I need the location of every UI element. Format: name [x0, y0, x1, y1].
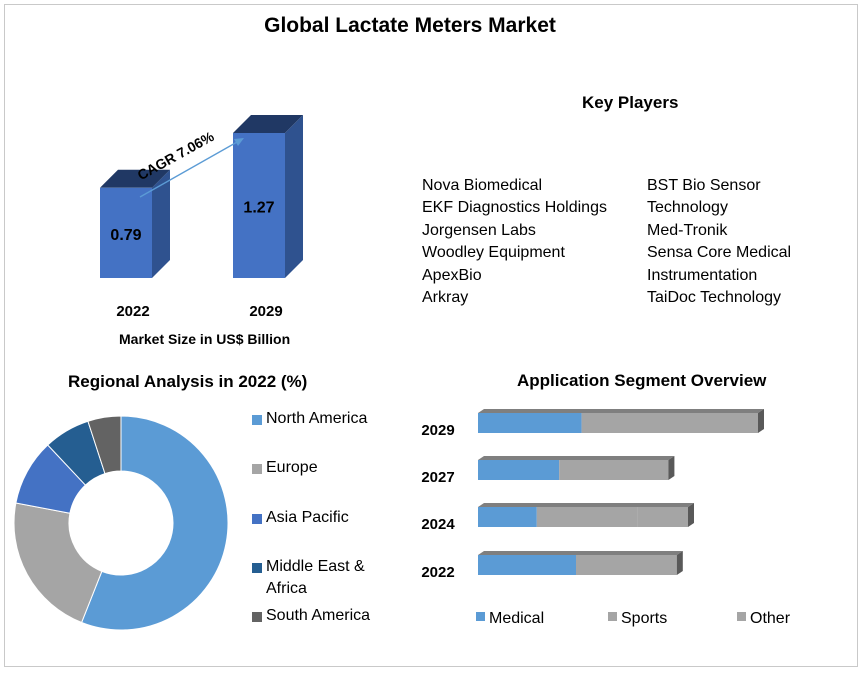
legend-label-sports: Sports [621, 610, 667, 627]
bar-side-face [758, 409, 764, 433]
legend-label: Middle East & Africa [266, 556, 365, 600]
key-player: Instrumentation [647, 266, 758, 284]
key-player: ApexBio [422, 266, 482, 284]
legend-label-line: Asia Pacific [266, 509, 349, 526]
stacked-bar-medical-2027 [478, 460, 560, 480]
legend-label-line: Africa [266, 580, 307, 597]
legend-swatch [252, 612, 262, 622]
application-chart-title: Application Segment Overview [517, 371, 767, 390]
legend-label: North America [266, 408, 367, 430]
bar-top-2022 [100, 169, 170, 188]
key-player: Arkray [422, 289, 469, 307]
legend-swatch-sports [608, 612, 617, 621]
bar-side-face [676, 551, 683, 575]
bar-top-2029 [233, 115, 303, 134]
legend-label: Europe [266, 457, 318, 479]
bar-2029 [233, 133, 285, 278]
market-size-caption: Market Size in US$ Billion [119, 331, 291, 347]
cagr-annotation: CAGR 7.06% [135, 128, 217, 183]
stacked-bar-sports-2027 [559, 460, 669, 480]
legend-label-line: Europe [266, 459, 318, 476]
y-tick-label: 2024 [421, 516, 455, 533]
bar-top-face [478, 503, 694, 507]
legend-label-other: Other [750, 610, 791, 627]
key-players-column-1: Nova Biomedical EKF Diagnostics Holdings… [422, 175, 607, 309]
y-tick-label: 2027 [421, 469, 454, 486]
bar-side-face [668, 456, 675, 480]
bar-side-2022 [152, 169, 170, 278]
key-player: Nova Biomedical [422, 177, 543, 194]
cagr-arrow-line [139, 140, 239, 198]
key-player: Jorgensen Labs [422, 221, 536, 239]
key-player: BST Bio Sensor [647, 177, 761, 194]
legend-label-medical: Medical [489, 610, 544, 627]
legend-swatch [252, 563, 262, 573]
bar-side-face [688, 503, 694, 527]
legend-label: South America [266, 605, 370, 627]
stacked-bar-medical-2029 [478, 413, 582, 433]
legend-label-line: Middle East & [266, 558, 365, 575]
key-players-title: Key Players [582, 93, 679, 112]
key-player: Woodley Equipment [422, 244, 565, 262]
legend-swatch [252, 514, 262, 524]
bar-top-face [478, 551, 683, 555]
stacked-bar-sports-2024 [536, 507, 638, 527]
legend-label-line: South America [266, 607, 371, 624]
stacked-bar-sports-2029 [581, 413, 758, 433]
legend-swatch-medical [476, 612, 485, 621]
donut-slice-europe [13, 502, 103, 624]
stacked-bar-medical-2022 [478, 555, 576, 575]
key-player: Med-Tronik [647, 221, 728, 239]
bar-top-face [478, 409, 764, 413]
key-players-column-2: BST Bio Sensor Technology Med-Tronik Sen… [647, 175, 791, 309]
key-player: EKF Diagnostics Holdings [422, 199, 607, 217]
x-tick-label: 2022 [116, 303, 149, 320]
legend-swatch-other [737, 612, 746, 621]
x-tick-label: 2029 [249, 303, 282, 320]
legend-swatch [252, 464, 262, 474]
y-tick-label: 2029 [421, 422, 454, 439]
bar-value-label: 0.79 [110, 227, 141, 244]
bar-side-2029 [285, 115, 303, 279]
chart-frame [4, 4, 858, 667]
legend-label: Asia Pacific [266, 507, 349, 529]
cagr-arrow-head [234, 138, 244, 146]
legend-label-line: North America [266, 410, 368, 427]
key-player: Technology [647, 199, 728, 217]
stacked-bar-sports-2022 [576, 555, 677, 575]
donut-slice-south-america [87, 415, 122, 475]
donut-slice-north-america [80, 415, 229, 631]
y-tick-label: 2022 [421, 564, 454, 581]
bar-2022 [100, 187, 152, 278]
key-player: TaiDoc Technology [647, 289, 782, 307]
stacked-bar-other-2024 [637, 507, 688, 527]
key-player: Sensa Core Medical [647, 244, 792, 262]
legend-swatch [252, 415, 262, 425]
page-title: Global Lactate Meters Market [264, 14, 556, 37]
stacked-bar-medical-2024 [478, 507, 537, 527]
regional-chart-title: Regional Analysis in 2022 (%) [68, 372, 308, 391]
bar-value-label: 1.27 [243, 200, 274, 217]
bar-top-face [478, 456, 675, 460]
